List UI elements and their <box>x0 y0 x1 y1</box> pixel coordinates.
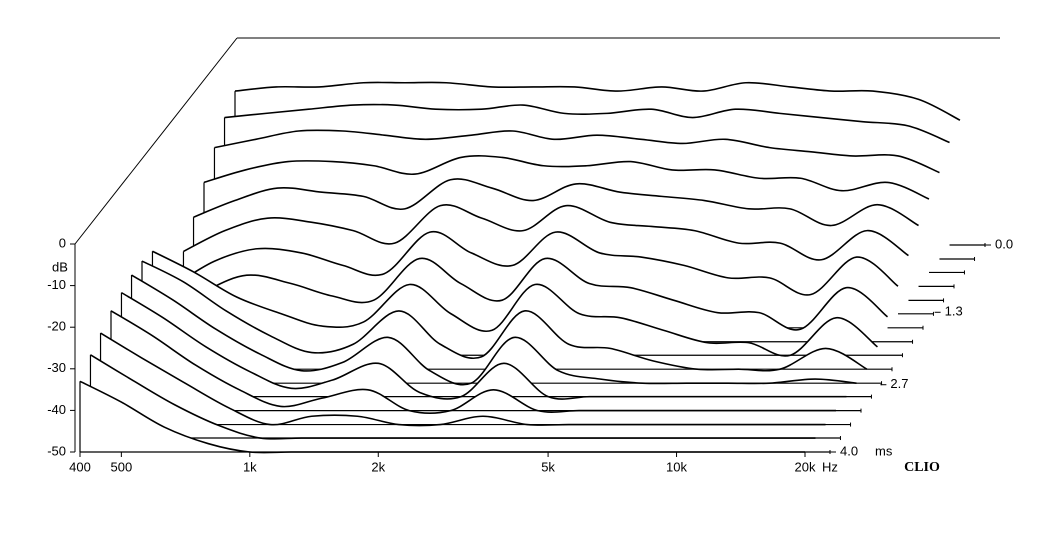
slice-curve <box>141 260 868 372</box>
brand: CLIO <box>904 460 940 475</box>
slice-curve <box>214 129 940 174</box>
slice-fill <box>152 251 878 356</box>
x-tick-label: 20k <box>795 459 816 474</box>
slice-curve <box>183 204 909 261</box>
x-tick-label: 1k <box>243 459 257 474</box>
x-tick-label: 500 <box>111 459 133 474</box>
y-tick-label: -30 <box>47 360 66 375</box>
x-tick-label: 2k <box>371 459 385 474</box>
slice-curve <box>121 291 847 400</box>
slice-curve <box>110 310 836 414</box>
x-tick-label: 400 <box>69 459 91 474</box>
slice-fill <box>80 381 805 453</box>
y-tick-label: 0 <box>59 235 66 250</box>
z-axis-label: ms <box>875 443 893 458</box>
z-tick-label: 4.0 <box>840 443 858 458</box>
z-tick-label: 0.0 <box>995 236 1013 251</box>
z-tick-label: 1.3 <box>945 304 963 319</box>
z-tick-label: 2.7 <box>890 376 908 391</box>
slice-curve <box>234 81 961 121</box>
slice-curve <box>90 354 816 440</box>
y-tick-label: -50 <box>47 443 66 458</box>
slice-curve <box>79 380 805 454</box>
slice-curve <box>224 103 950 144</box>
y-tick-label: -10 <box>47 277 66 292</box>
slice-curve <box>203 155 930 200</box>
slice-curve <box>162 257 889 331</box>
y-tick-label: -20 <box>47 319 66 334</box>
slice-curve <box>131 274 857 386</box>
slice-curve <box>193 178 919 227</box>
y-axis-label: dB <box>52 259 68 274</box>
x-tick-label: 5k <box>541 459 555 474</box>
slice-curve <box>172 230 899 296</box>
slice-curve <box>152 250 878 357</box>
y-tick-label: -40 <box>47 402 66 417</box>
frame-side <box>74 37 238 245</box>
x-axis-label: Hz <box>822 459 838 474</box>
x-tick-label: 10k <box>666 459 687 474</box>
slice-curve <box>100 332 826 427</box>
